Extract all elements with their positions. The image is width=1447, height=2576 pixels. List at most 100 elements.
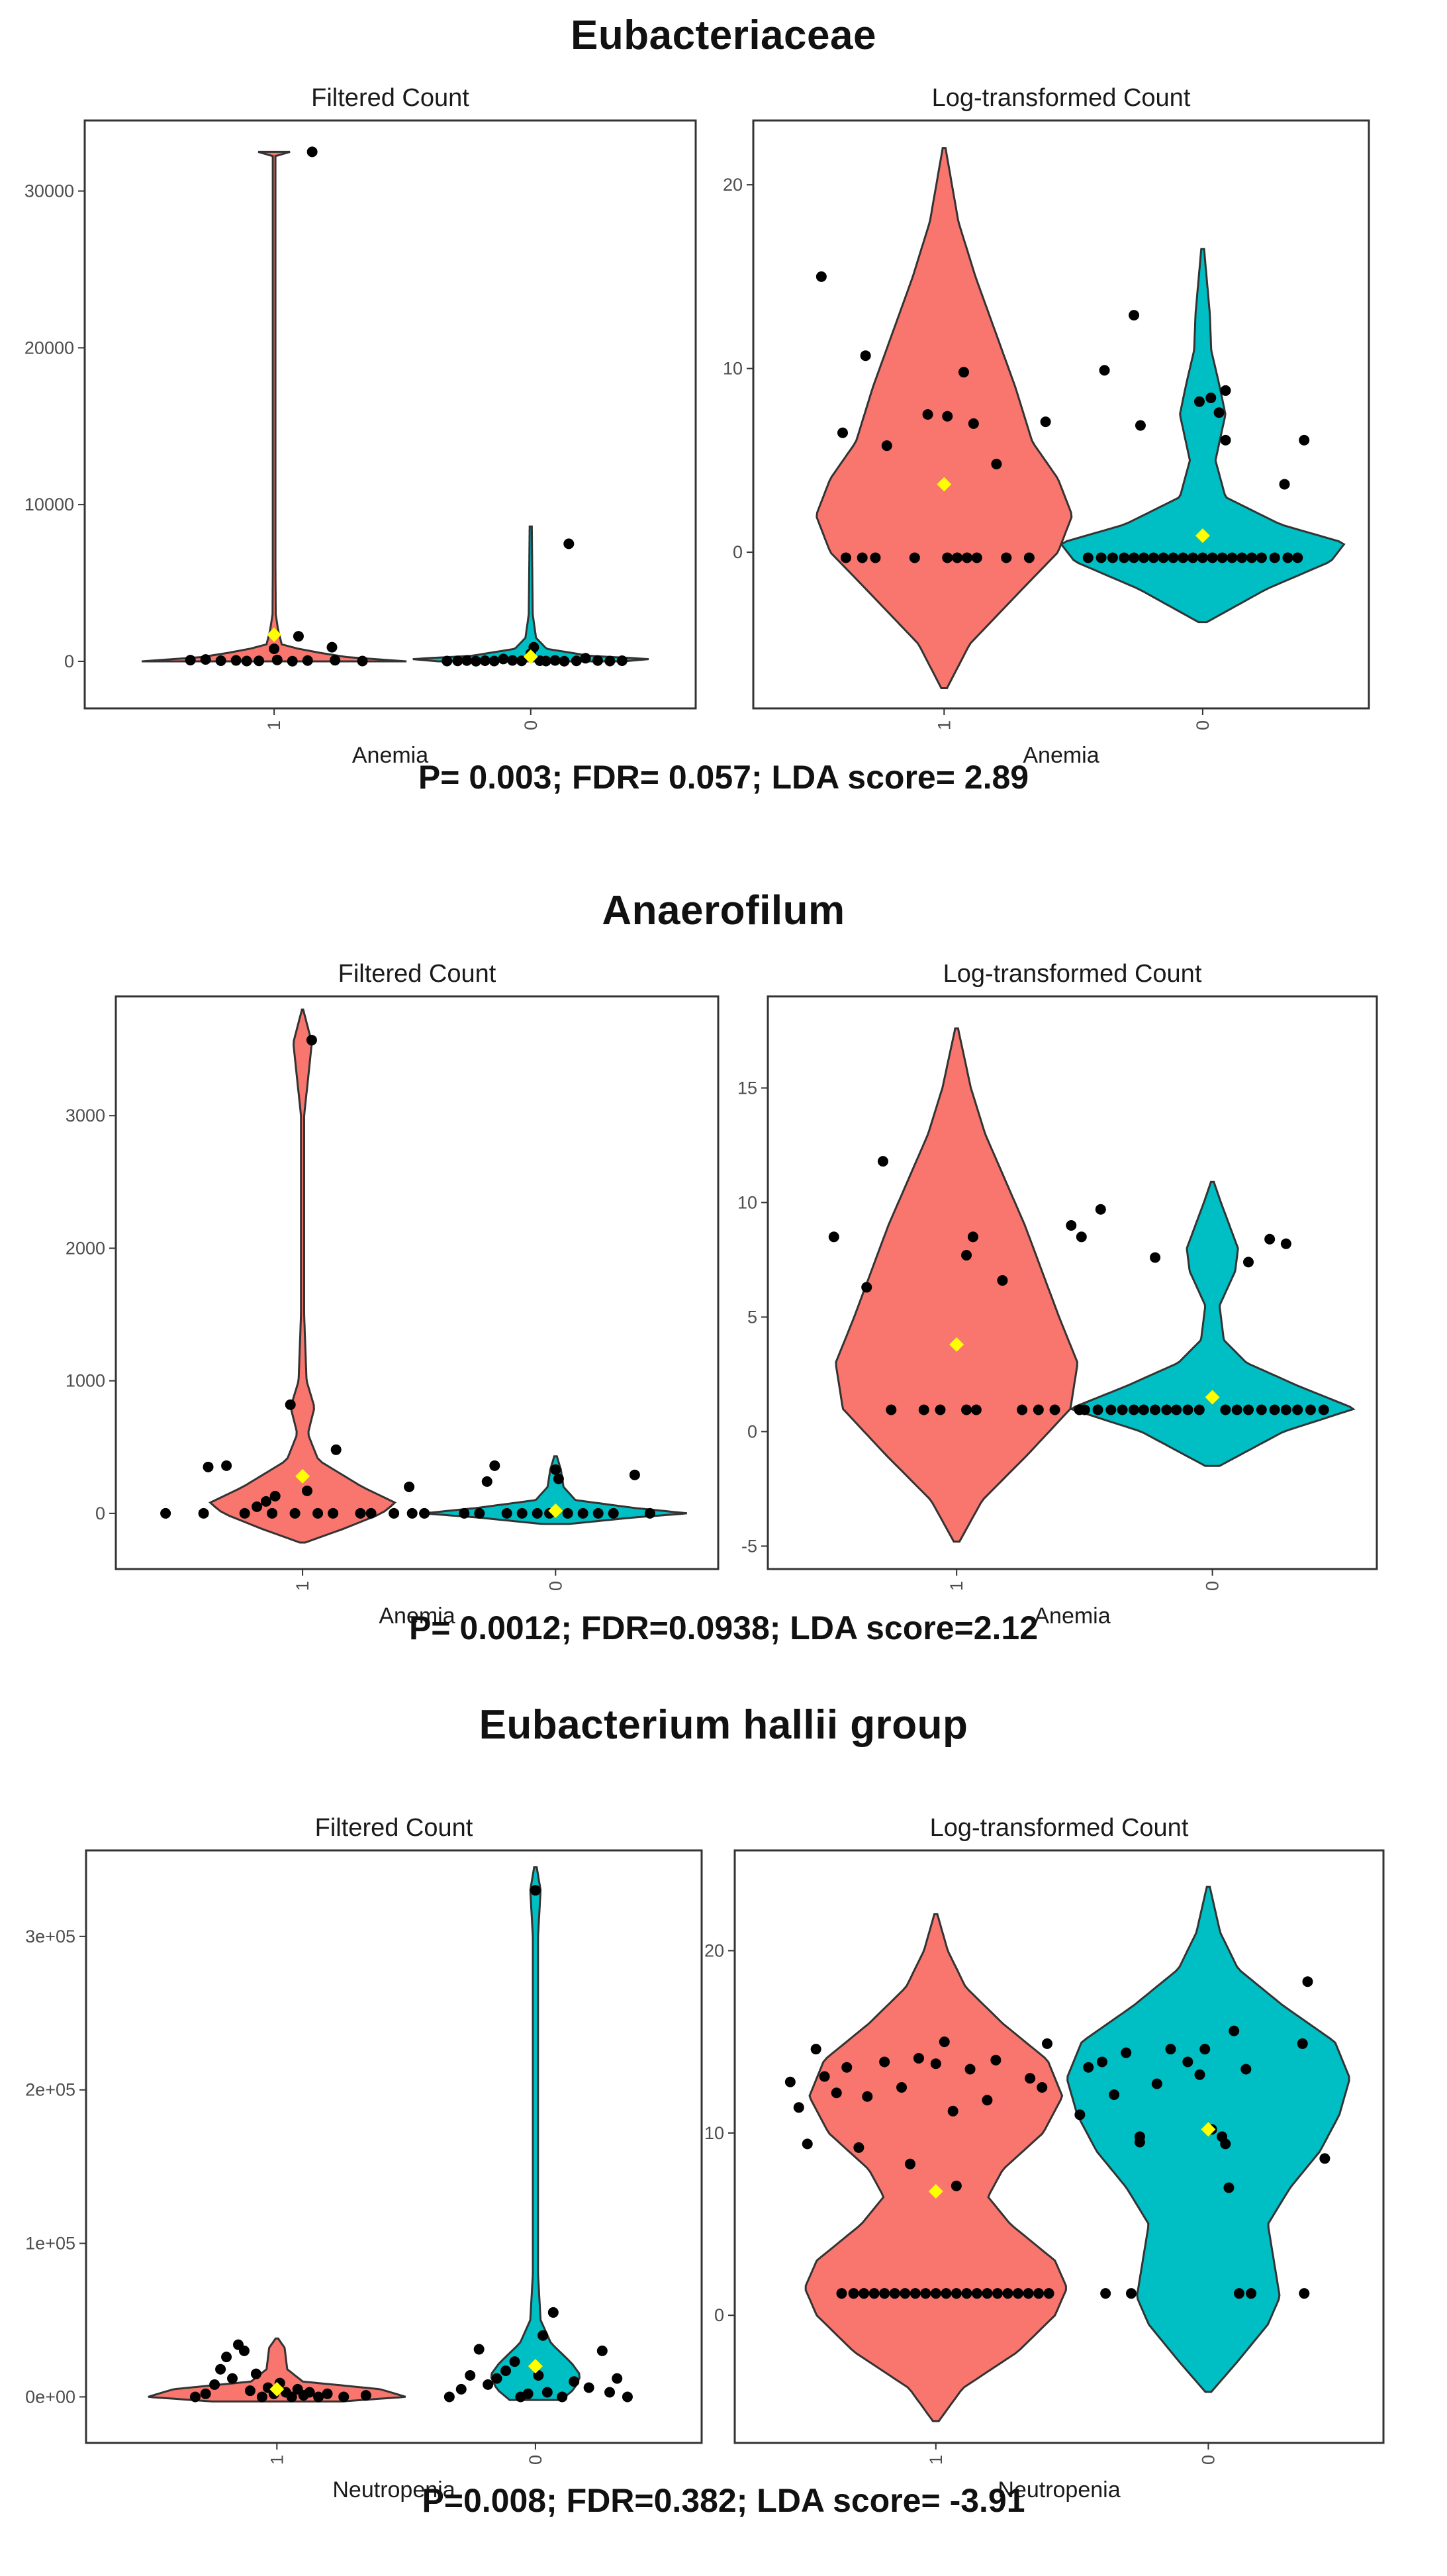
data-point [330,655,341,666]
data-point [1023,2288,1034,2299]
block-title-anaerofilum: Anaerofilum [602,888,845,933]
data-point [1213,407,1225,418]
category-label-1: 1 [264,720,284,730]
block-title-eubacterium-hallii: Eubacterium hallii group [479,1702,968,1748]
data-point [483,2379,494,2390]
data-point [250,2368,261,2379]
y-tick-label: 30000 [24,181,74,201]
data-point [553,1473,564,1484]
stats-line-eubacteriaceae: P= 0.003; FDR= 0.057; LDA score= 2.89 [418,759,1029,796]
data-point [1001,552,1012,563]
data-point [870,552,881,563]
data-point [1193,396,1205,407]
data-point [1121,2047,1132,2058]
data-point [330,1444,342,1455]
data-point [922,409,933,420]
data-point [1082,552,1094,563]
mean-marker-group-1 [269,2381,285,2397]
data-point [267,1507,278,1519]
data-point [455,2383,467,2395]
y-tick-label: 20 [723,175,743,195]
y-tick-label: 10 [737,1192,757,1212]
category-label-1: 1 [267,2455,287,2465]
data-point [302,655,313,666]
mean-marker-group-1 [295,1468,310,1484]
data-point [559,655,570,667]
violin-group-0 [1060,248,1346,624]
panel-3: Filtered Count Anemia 0 1000 2000 3000 1 0 [66,960,720,1629]
data-point [489,655,500,667]
data-point [982,2095,993,2106]
data-point [419,1507,430,1519]
data-point [958,367,969,378]
data-point [479,655,490,667]
x-axis-label: Neutropenia [332,2477,455,2503]
data-point [562,1507,573,1519]
y-tick-label: 10 [704,2123,724,2143]
data-point [644,1507,655,1519]
data-point [1182,2056,1193,2068]
data-point [406,1507,418,1519]
data-point [961,1404,972,1415]
data-point [1280,1238,1291,1249]
data-point [269,1490,281,1502]
data-point [306,146,318,158]
x-axis-label: Anemia [1034,1603,1110,1629]
data-point [252,1501,263,1512]
data-point [816,271,827,282]
data-point [404,1481,415,1492]
data-point [577,1507,588,1519]
data-point [357,655,368,667]
data-point [516,1507,528,1519]
data-point [1168,552,1179,563]
data-point [861,1282,872,1293]
x-axis-label: Anemia [379,1603,455,1629]
violin-group-0 [1066,1885,1350,2393]
data-point [1220,1404,1231,1415]
data-point [860,350,871,361]
data-point [302,1485,312,1496]
data-point [326,642,338,653]
data-point [498,653,509,665]
data-point [1138,1404,1149,1415]
data-point [1207,552,1218,563]
data-point [951,2180,962,2191]
data-point [312,1507,324,1519]
data-point [1134,2136,1145,2148]
category-label-0: 0 [1198,2455,1218,2465]
data-point [1269,552,1280,563]
data-point [616,655,628,667]
data-point [1279,479,1290,490]
y-tick-label: 5 [747,1307,757,1327]
data-point [583,2382,594,2393]
category-label-0: 0 [545,1581,565,1591]
data-point [918,1404,929,1415]
block-title-eubacteriaceae: Eubacteriaceae [571,13,876,58]
data-point [198,1507,209,1519]
data-point [1282,552,1293,563]
data-point [322,2388,333,2399]
data-point [952,552,963,563]
data-point [461,655,473,666]
data-point [1231,1404,1242,1415]
data-point [293,631,304,642]
category-label-0: 0 [521,720,541,730]
y-tick-label: 15 [737,1078,757,1098]
data-point [889,2288,900,2299]
data-point [1066,1220,1077,1231]
data-point [1095,1204,1106,1215]
data-point [1117,1404,1128,1415]
data-point [1079,1404,1090,1415]
data-point [580,653,591,664]
data-point [185,655,196,666]
data-point [1150,1404,1161,1415]
data-point [238,2345,250,2356]
data-point [304,2387,315,2398]
data-point [793,2102,804,2113]
data-point [227,2373,238,2384]
mean-marker-group-0 [1201,2122,1216,2137]
data-point [877,1156,888,1167]
data-point [857,552,868,563]
data-point [1297,2038,1308,2049]
